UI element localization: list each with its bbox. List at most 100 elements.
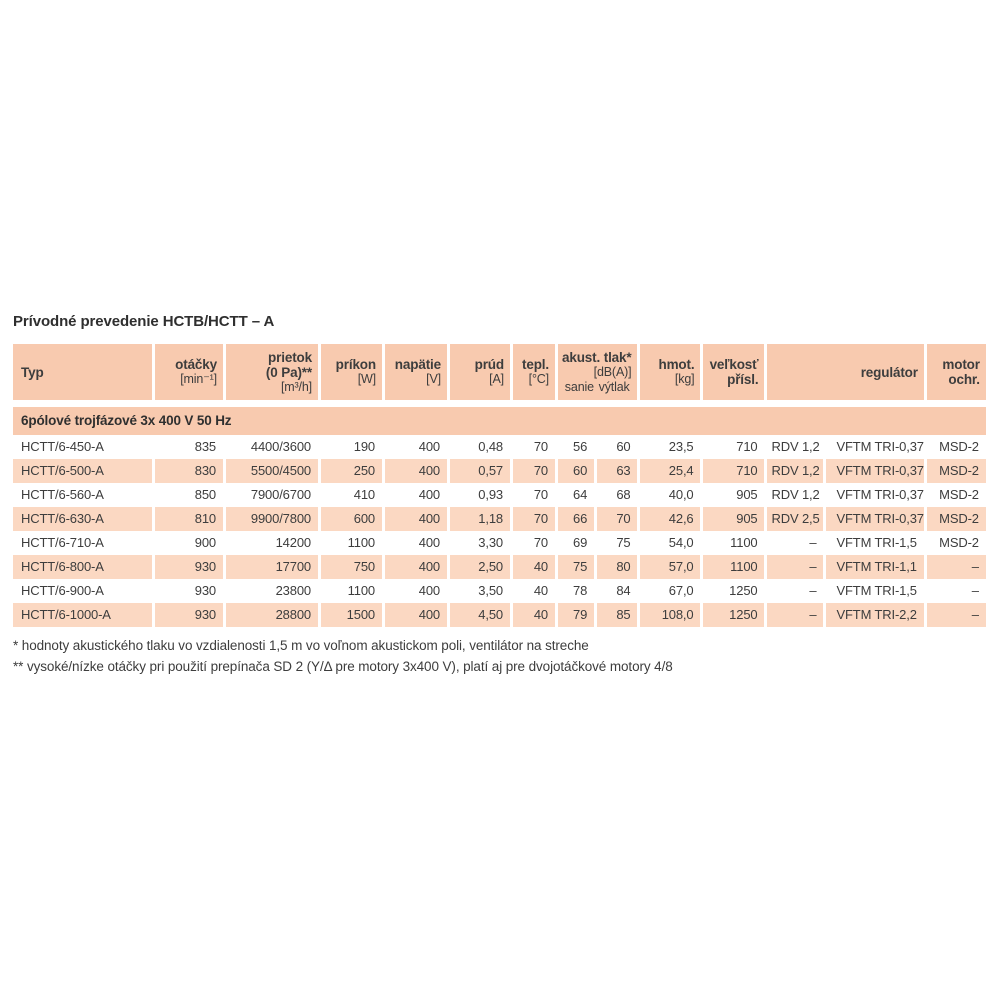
cell-prikon: 600 <box>321 507 382 531</box>
cell-vytlak: 75 <box>616 535 631 550</box>
cell-sanie: 64 <box>573 487 588 502</box>
cell-prietok: 9900/7800 <box>226 507 318 531</box>
cell-rdv: – <box>809 535 817 550</box>
table-row: HCTT/6-900-A 930 23800 1100 400 3,50 40 78 84 67,… <box>13 579 986 603</box>
cell-otacky: 810 <box>155 507 223 531</box>
cell-prikon: 410 <box>353 487 375 502</box>
cell-vftm: VFTM TRI-2,2 <box>826 603 924 627</box>
section-row: 6pólové trojfázové 3x 400 V 50 Hz <box>13 407 986 435</box>
table-row: HCTT/6-1000-A 930 28800 1500 400 4,50 40 79 85 10… <box>13 603 986 627</box>
table-row: HCTT/6-500-A 830 5500/4500 250 400 0,57 70 60 63… <box>13 459 986 483</box>
cell-velkost: 1250 <box>703 603 765 627</box>
table-row: HCTT/6-560-A 850 7900/6700 410 400 0,93 70 64 68… <box>13 483 986 507</box>
cell-vftm: VFTM TRI-0,37 <box>836 487 924 502</box>
cell-rdv: RDV 1,2 <box>767 459 824 483</box>
cell-hmot: 57,0 <box>640 555 701 579</box>
spec-table: Typ otáčky [min⁻¹] prietok (0 Pa)** [m³/… <box>10 344 989 627</box>
cell-prud: 0,48 <box>478 439 503 454</box>
cell-hmot: 42,6 <box>640 507 701 531</box>
footnotes: * hodnoty akustického tlaku vo vzdialeno… <box>13 635 1000 677</box>
col-label: hmot. <box>658 357 695 372</box>
cell-napatie: 400 <box>385 603 447 627</box>
cell-sanie: 66 <box>558 507 595 531</box>
cell-typ: HCTT/6-560-A <box>21 487 104 502</box>
col-header-hmot: hmot. [kg] <box>640 344 701 400</box>
cell-rdv: – <box>767 555 824 579</box>
header-row: Typ otáčky [min⁻¹] prietok (0 Pa)** [m³/… <box>13 344 986 400</box>
cell-prud: 4,50 <box>450 603 510 627</box>
cell-velkost: 710 <box>703 459 765 483</box>
cell-vytlak: 63 <box>597 459 638 483</box>
cell-vftm: VFTM TRI-1,1 <box>826 555 924 579</box>
cell-prikon: 1500 <box>321 603 382 627</box>
col-unit: [min⁻¹] <box>180 372 217 386</box>
cell-motor: – <box>926 555 986 579</box>
footnote-acoustic: * hodnoty akustického tlaku vo vzdialeno… <box>13 638 589 653</box>
cell-velkost: 905 <box>703 507 765 531</box>
cell-motor: MSD-2 <box>926 507 986 531</box>
cell-tepl: 70 <box>533 439 548 454</box>
cell-motor: – <box>926 603 986 627</box>
cell-velkost: 710 <box>736 439 758 454</box>
cell-rdv: – <box>767 603 824 627</box>
cell-napatie: 400 <box>385 555 447 579</box>
cell-prud: 2,50 <box>450 555 510 579</box>
cell-napatie: 400 <box>385 507 447 531</box>
cell-prietok: 17700 <box>226 555 318 579</box>
cell-otacky: 930 <box>155 555 223 579</box>
cell-tepl: 40 <box>533 583 548 598</box>
cell-otacky: 930 <box>194 583 216 598</box>
col-label2: ochr. <box>948 372 980 387</box>
col-unit: [m³/h] <box>280 379 312 394</box>
cell-vytlak: 60 <box>616 439 631 454</box>
col-label: regulátor <box>860 364 918 380</box>
col-header-prikon: príkon [W] <box>321 344 382 400</box>
cell-vytlak: 80 <box>597 555 638 579</box>
col-header-prud: prúd [A] <box>450 344 510 400</box>
cell-vftm: VFTM TRI-0,37 <box>826 507 924 531</box>
table-row: HCTT/6-630-A 810 9900/7800 600 400 1,18 70 66 70… <box>13 507 986 531</box>
col-unit: [kg] <box>674 372 695 386</box>
cell-velkost: 905 <box>736 487 758 502</box>
cell-prietok: 28800 <box>226 603 318 627</box>
col-label: Typ <box>21 364 44 380</box>
col-header-tepl: tepl. [°C] <box>513 344 555 400</box>
cell-prikon: 750 <box>321 555 382 579</box>
section-label: 6pólové trojfázové 3x 400 V 50 Hz <box>13 407 986 435</box>
subcol-vytlak: výtlak <box>598 379 630 394</box>
cell-vftm: VFTM TRI-0,37 <box>836 439 924 454</box>
cell-prikon: 1100 <box>347 583 376 598</box>
col-label2: (0 Pa)** <box>265 364 312 380</box>
cell-prud: 1,18 <box>450 507 510 531</box>
col-label: prúd <box>474 357 505 372</box>
cell-velkost: 1100 <box>730 535 758 550</box>
cell-typ: HCTT/6-630-A <box>13 507 152 531</box>
cell-tepl: 40 <box>513 555 555 579</box>
cell-vftm: VFTM TRI-0,37 <box>826 459 924 483</box>
cell-vytlak: 84 <box>616 583 631 598</box>
cell-napatie: 400 <box>418 535 440 550</box>
cell-tepl: 70 <box>533 487 548 502</box>
cell-typ: HCTT/6-710-A <box>21 535 104 550</box>
cell-sanie: 56 <box>573 439 588 454</box>
cell-hmot: 108,0 <box>640 603 701 627</box>
cell-prud: 0,93 <box>478 487 503 502</box>
subcol-sanie: sanie <box>564 379 594 394</box>
cell-hmot: 54,0 <box>668 535 694 550</box>
col-label: prietok <box>268 349 312 365</box>
col-unit: [dB(A)] <box>593 364 632 379</box>
cell-napatie: 400 <box>418 487 440 502</box>
cell-sanie: 69 <box>573 535 588 550</box>
cell-otacky: 900 <box>194 535 216 550</box>
col-label: motor <box>942 357 980 372</box>
col-header-velkost: veľkosť přísl. <box>703 344 765 400</box>
cell-motor: MSD-2 <box>939 439 979 454</box>
header-gap <box>13 400 986 407</box>
cell-napatie: 400 <box>385 459 447 483</box>
cell-typ: HCTT/6-450-A <box>21 439 104 454</box>
spacer <box>13 400 986 407</box>
cell-velkost: 1250 <box>729 583 758 598</box>
col-label2: přísl. <box>727 372 759 387</box>
col-header-motor-ochr: motor ochr. <box>926 344 986 400</box>
cell-motor: MSD-2 <box>939 535 979 550</box>
